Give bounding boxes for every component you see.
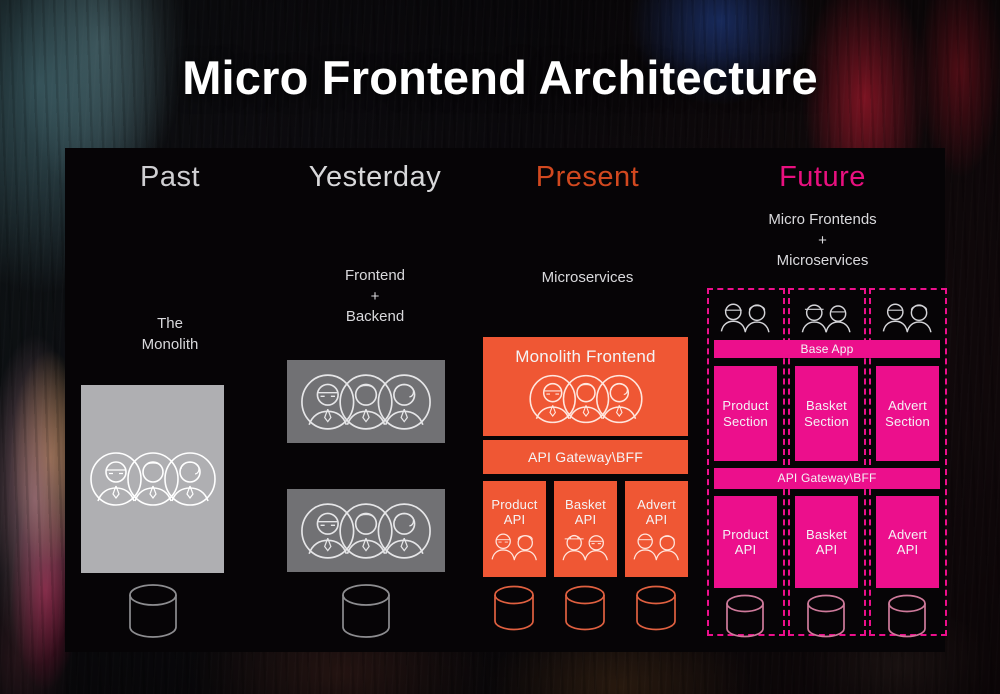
people-pair-icon [631, 531, 683, 561]
base-app-label: Base App [800, 341, 854, 356]
api-gateway-bff-box[interactable]: API Gateway\BFF [714, 468, 940, 489]
subtitle-line: Monolith [141, 335, 199, 353]
api-gateway-bff-box[interactable]: API Gateway\BFF [483, 440, 688, 474]
people-three-icon [298, 371, 434, 433]
column-subtitle-past: The Monolith [65, 314, 275, 355]
section-label: Section [885, 413, 930, 429]
product-section-box[interactable]: Product Section [714, 366, 777, 461]
column-heading-past: Past [139, 161, 201, 193]
monolith-frontend-label: Monolith Frontend [515, 347, 656, 367]
service-label: Product [722, 526, 769, 542]
subtitle-line: + [370, 287, 380, 305]
frontend-box[interactable] [287, 360, 445, 443]
column-heading-present: Present [535, 161, 640, 193]
column-yesterday: Yesterday Frontend + Backend [275, 148, 475, 652]
service-label: Product [491, 496, 538, 512]
product-api-box[interactable]: Product API [714, 496, 777, 588]
basket-api-box[interactable]: Basket API [795, 496, 858, 588]
service-label: Basket [565, 496, 606, 512]
monolith-box[interactable] [81, 385, 224, 573]
column-subtitle-future: Micro Frontends + Microservices [700, 210, 945, 272]
section-label: Product [722, 398, 769, 414]
people-three-icon [527, 372, 645, 426]
backend-box[interactable] [287, 489, 445, 572]
database-cylinder-icon [129, 584, 177, 638]
subtitle-line: Frontend [344, 267, 406, 284]
section-label: Advert [888, 398, 927, 414]
people-three-icon [89, 449, 217, 509]
product-api-box[interactable]: Product API [483, 481, 546, 577]
database-cylinder-icon [636, 585, 676, 631]
service-label: API [815, 542, 838, 557]
subtitle-line: The [157, 315, 183, 332]
service-label: API [734, 542, 757, 557]
service-label: API [574, 512, 597, 527]
page-title: Micro Frontend Architecture [182, 51, 818, 104]
advert-team-boundary [869, 288, 947, 636]
column-present: Present Microservices Monolith Frontend [475, 148, 700, 652]
basket-api-box[interactable]: Basket API [554, 481, 617, 577]
advert-api-box[interactable]: Advert API [625, 481, 688, 577]
people-pair-icon [560, 531, 612, 561]
section-label: Basket [806, 398, 847, 414]
section-label: Section [804, 413, 849, 429]
database-cylinder-icon [565, 585, 605, 631]
advert-api-box[interactable]: Advert API [876, 496, 939, 588]
subtitle-line: Micro Frontends [768, 211, 877, 228]
subtitle-line: Microservices [776, 252, 869, 270]
api-gateway-bff-label: API Gateway\BFF [527, 448, 644, 465]
column-subtitle-yesterday: Frontend + Backend [275, 266, 475, 328]
people-pair-icon [880, 300, 936, 334]
monolith-frontend-box[interactable]: Monolith Frontend [483, 337, 688, 436]
subtitle-line: Microservices [541, 269, 634, 286]
section-label: Section [723, 413, 768, 429]
column-subtitle-present: Microservices [475, 268, 700, 289]
service-label: Basket [806, 526, 847, 542]
people-pair-icon [718, 300, 774, 334]
subtitle-line: Backend [345, 308, 405, 326]
diagram-panel: Past The Monolith [65, 148, 947, 652]
basket-team-boundary [788, 288, 866, 636]
database-cylinder-icon [494, 585, 534, 631]
api-gateway-bff-label: API Gateway\BFF [777, 471, 877, 486]
database-cylinder-icon [807, 594, 845, 638]
service-label: API [896, 542, 919, 557]
database-cylinder-icon [342, 584, 390, 638]
column-heading-future: Future [779, 161, 866, 193]
product-team-boundary [707, 288, 785, 636]
basket-section-box[interactable]: Basket Section [795, 366, 858, 461]
service-label: API [645, 512, 668, 527]
column-heading-yesterday: Yesterday [308, 161, 442, 193]
subtitle-line: + [818, 231, 827, 249]
database-cylinder-icon [888, 594, 926, 638]
column-future: Future Micro Frontends + Microservices [700, 148, 947, 652]
service-label: Advert [888, 526, 927, 542]
database-cylinder-icon [726, 594, 764, 638]
base-app-bar[interactable]: Base App [714, 340, 940, 358]
service-label: API [503, 512, 526, 527]
people-pair-icon [799, 300, 855, 334]
advert-section-box[interactable]: Advert Section [876, 366, 939, 461]
people-pair-icon [489, 531, 541, 561]
service-label: Advert [637, 496, 676, 512]
people-three-icon [298, 500, 434, 562]
column-past: Past The Monolith [65, 148, 275, 652]
